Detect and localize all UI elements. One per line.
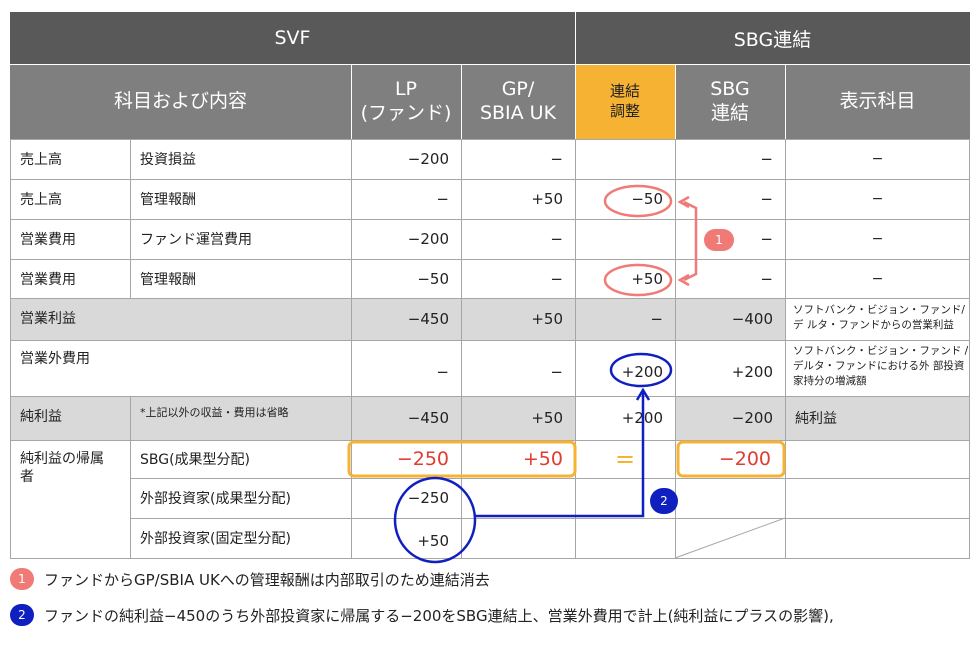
header-adjust-line1: 連結: [609, 82, 640, 100]
row-display: ソフトバンク・ビジョン・ファンド /デルタ・ファンドにおける外 部投資家持分の増…: [793, 345, 969, 388]
attrib-ext-perf-lp: −250: [407, 489, 449, 507]
row-item: 営業費用: [20, 232, 76, 248]
row-content: *上記以外の収益・費用は省略: [140, 406, 289, 419]
row-adjust: −50: [631, 190, 663, 208]
row-content: 投資損益: [140, 152, 196, 168]
row-lp: −200: [407, 150, 449, 168]
sbg-lp-gp-highlight: [347, 440, 577, 478]
row-lp: −50: [417, 269, 449, 288]
row-item: 純利益: [20, 409, 62, 425]
footnote-1-badge-icon: 1: [10, 568, 34, 590]
row-item: 営業費用: [20, 271, 76, 288]
blue-circle-external: [393, 476, 477, 564]
sbg-consol-highlight: [676, 440, 786, 478]
attrib-ext-fixed-lp: +50: [417, 532, 449, 550]
attrib-sbg-consol: −200: [718, 448, 771, 470]
row-lp: −200: [407, 230, 449, 248]
footnote-1: 1 ファンドからGP/SBIA UKへの管理報酬は内部取引のため連結消去: [10, 566, 970, 592]
footnote-2: 2 ファンドの純利益−450のうち外部投資家に帰属する−200をSBG連結上、営…: [10, 602, 970, 628]
row-item: 売上高: [20, 152, 62, 168]
blue-circle-plus200: [609, 352, 673, 388]
red-arrow: [683, 200, 698, 282]
row-lp: −450: [407, 310, 449, 328]
header-gp: GP/SBIA UK: [461, 64, 575, 139]
red-circle-plus50: [603, 263, 673, 297]
row-gp: +50: [531, 190, 563, 208]
header-display: 表示科目: [785, 64, 970, 139]
row-sbg: −: [760, 230, 773, 248]
header-lp-line1: LP: [394, 77, 418, 100]
row-item: 売上高: [20, 192, 62, 208]
header-svf: SVF: [10, 12, 575, 64]
header-gp-line2: SBIA UK: [479, 101, 557, 124]
footnote-2-badge-icon: 2: [10, 604, 34, 626]
row-lp: −450: [407, 409, 449, 427]
header-sbg-consolidated: SBG連結: [575, 12, 970, 64]
row-display: −: [871, 151, 884, 167]
badge-1-icon: 1: [704, 229, 734, 251]
attrib-sbg-lp: −250: [396, 448, 449, 470]
blue-arrow: [475, 392, 645, 518]
row-display: −: [871, 231, 884, 247]
header-lp-line2: (ファンド): [360, 101, 452, 124]
row-lp: −: [436, 190, 449, 208]
header-subject: 科目および内容: [10, 64, 351, 139]
row-item: 営業外費用: [20, 351, 90, 367]
row-adjust: −: [650, 310, 663, 328]
row-sbg: +200: [731, 363, 773, 381]
row-display: −: [871, 270, 884, 287]
badge-2-icon: 2: [650, 488, 678, 514]
row-adjust: +50: [631, 269, 663, 288]
attrib-item: 純利益の帰属者: [20, 451, 104, 486]
row-display: 純利益: [795, 411, 837, 427]
header-lp: LP (ファンド): [351, 64, 461, 139]
footnote-2-text: ファンドの純利益−450のうち外部投資家に帰属する−200をSBG連結上、営業外…: [44, 606, 834, 625]
header-sbg-line2: 連結: [710, 101, 749, 124]
row-display: ソフトバンク・ビジョン・ファンド/デ ルタ・ファンドからの営業利益: [793, 304, 965, 332]
row-content: 管理報酬: [140, 192, 196, 208]
row-content: 管理報酬: [140, 271, 196, 288]
row-sbg: −: [760, 190, 773, 208]
attrib-content: SBG(成果型分配): [140, 452, 251, 468]
attrib-sbg-gp: +50: [522, 448, 563, 470]
footnote-1-text: ファンドからGP/SBIA UKへの管理報酬は内部取引のため連結消去: [44, 570, 490, 589]
row-lp: −: [436, 363, 449, 381]
row-sbg: −400: [731, 310, 773, 328]
row-display: −: [871, 191, 884, 207]
row-sbg: −: [760, 269, 773, 288]
header-sbg-consol: SBG 連結: [675, 64, 785, 139]
red-circle-minus50: [603, 184, 673, 218]
row-sbg: −: [760, 150, 773, 168]
attrib-equals: =: [614, 445, 636, 473]
row-gp: +50: [531, 409, 563, 427]
attrib-content: 外部投資家(固定型分配): [140, 531, 291, 547]
header-adjust-line2: 調整: [609, 101, 640, 120]
attrib-content: 外部投資家(成果型分配): [140, 491, 291, 507]
row-gp: +50: [531, 310, 563, 328]
row-gp: −: [550, 363, 563, 381]
row-adjust: +200: [621, 363, 663, 381]
row-item: 営業利益: [20, 311, 76, 327]
row-sbg: −200: [731, 409, 773, 427]
row-gp: −: [550, 230, 563, 248]
row-gp: −: [550, 269, 563, 288]
row-gp: −: [550, 150, 563, 168]
header-adjust: 連結 調整: [575, 64, 675, 139]
header-sbg-line1: SBG: [710, 77, 750, 100]
header-gp-line1: GP/: [501, 77, 535, 100]
row-content: ファンド運営費用: [140, 232, 252, 248]
